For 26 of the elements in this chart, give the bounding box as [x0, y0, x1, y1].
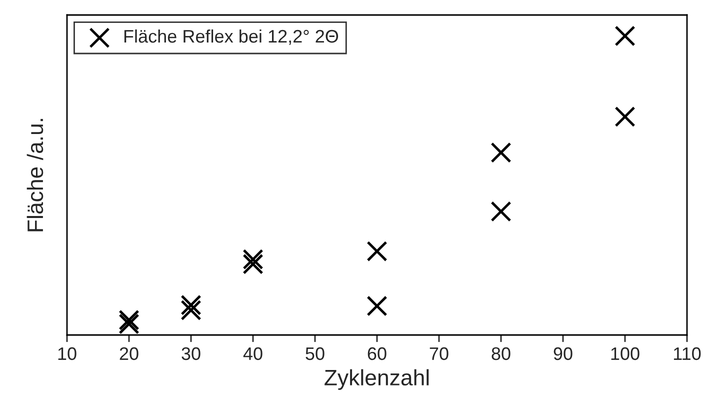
x-tick-label: 10: [58, 347, 76, 360]
y-axis-title: Fläche /a.u.: [26, 118, 44, 232]
point: [614, 106, 636, 127]
point: [614, 26, 636, 46]
point: [366, 240, 388, 262]
point: [180, 294, 202, 316]
x-tick-label: 40: [243, 347, 262, 360]
x-tick-label: 30: [182, 347, 200, 360]
x-tick-label: 20: [120, 347, 138, 360]
point: [242, 254, 264, 274]
x-tick-label: 60: [368, 347, 386, 360]
x-tick-label: 90: [554, 347, 572, 360]
point: [490, 142, 512, 163]
point: [118, 310, 140, 330]
point: [118, 314, 140, 334]
x-tick-label: 50: [306, 347, 324, 360]
x-tick-label: 70: [430, 347, 448, 360]
x-tick-label: 110: [674, 347, 701, 360]
point: [180, 300, 202, 320]
point: [366, 296, 388, 316]
legend-label: Fläche Reflex bei 12,2° 2Θ: [124, 29, 338, 45]
x-axis-title: Zyklenzahl: [324, 369, 429, 390]
point: [490, 201, 512, 222]
point: [242, 249, 264, 270]
x-tick-label: 100: [611, 347, 640, 360]
x-tick-label: 80: [492, 347, 510, 360]
